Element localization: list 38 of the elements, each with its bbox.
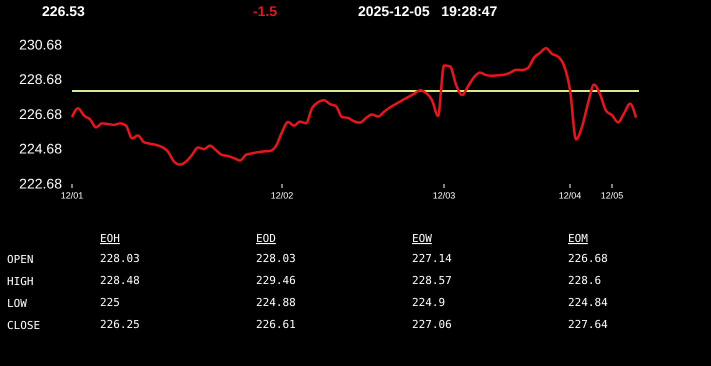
text: 228.57	[412, 274, 452, 287]
category-label: EOM	[568, 232, 588, 245]
x-tick-label: 12/01	[60, 190, 84, 200]
text: 226.61	[256, 318, 296, 331]
y-tick-label: 224.68	[19, 140, 62, 157]
text: 228.03	[100, 252, 140, 265]
text: 229.46	[256, 274, 296, 287]
text: 227.64	[568, 318, 608, 331]
text: 224.9	[412, 296, 446, 309]
text: 225	[100, 296, 120, 309]
text: 228.03	[256, 252, 296, 265]
y-tick-label: 226.68	[19, 106, 62, 122]
y-tick-label: 228.68	[19, 71, 62, 88]
x-tick-label: 12/03	[432, 190, 456, 200]
text: 226.25	[100, 318, 140, 331]
category-label: EOH	[100, 232, 120, 245]
x-tick-label: 12/04	[558, 190, 582, 200]
text: 226.68	[568, 252, 608, 265]
text: 228.48	[100, 274, 140, 287]
category-label: CLOSE	[7, 319, 40, 332]
text: 227.06	[412, 318, 452, 331]
text: 227.14	[412, 252, 452, 265]
text: 224.88	[256, 296, 296, 309]
category-label: LOW	[7, 297, 27, 310]
text: 2025-12-05 19:28:47	[358, 3, 498, 19]
y-tick-label: 230.68	[19, 36, 62, 52]
chart-subtitle: -1.5	[252, 3, 278, 19]
category-label: EOD	[256, 232, 276, 245]
text: 224.84	[568, 296, 608, 309]
y-tick-label: 222.68	[19, 175, 62, 192]
text: 228.6	[568, 274, 602, 287]
line-series	[70, 46, 638, 166]
x-tick-label: 12/02	[270, 190, 294, 200]
x-tick-label: 12/05	[600, 190, 624, 200]
category-label: EOW	[412, 232, 432, 245]
category-label: OPEN	[7, 253, 34, 266]
chart-title: 226.53	[42, 3, 86, 19]
category-label: HIGH	[7, 275, 34, 288]
